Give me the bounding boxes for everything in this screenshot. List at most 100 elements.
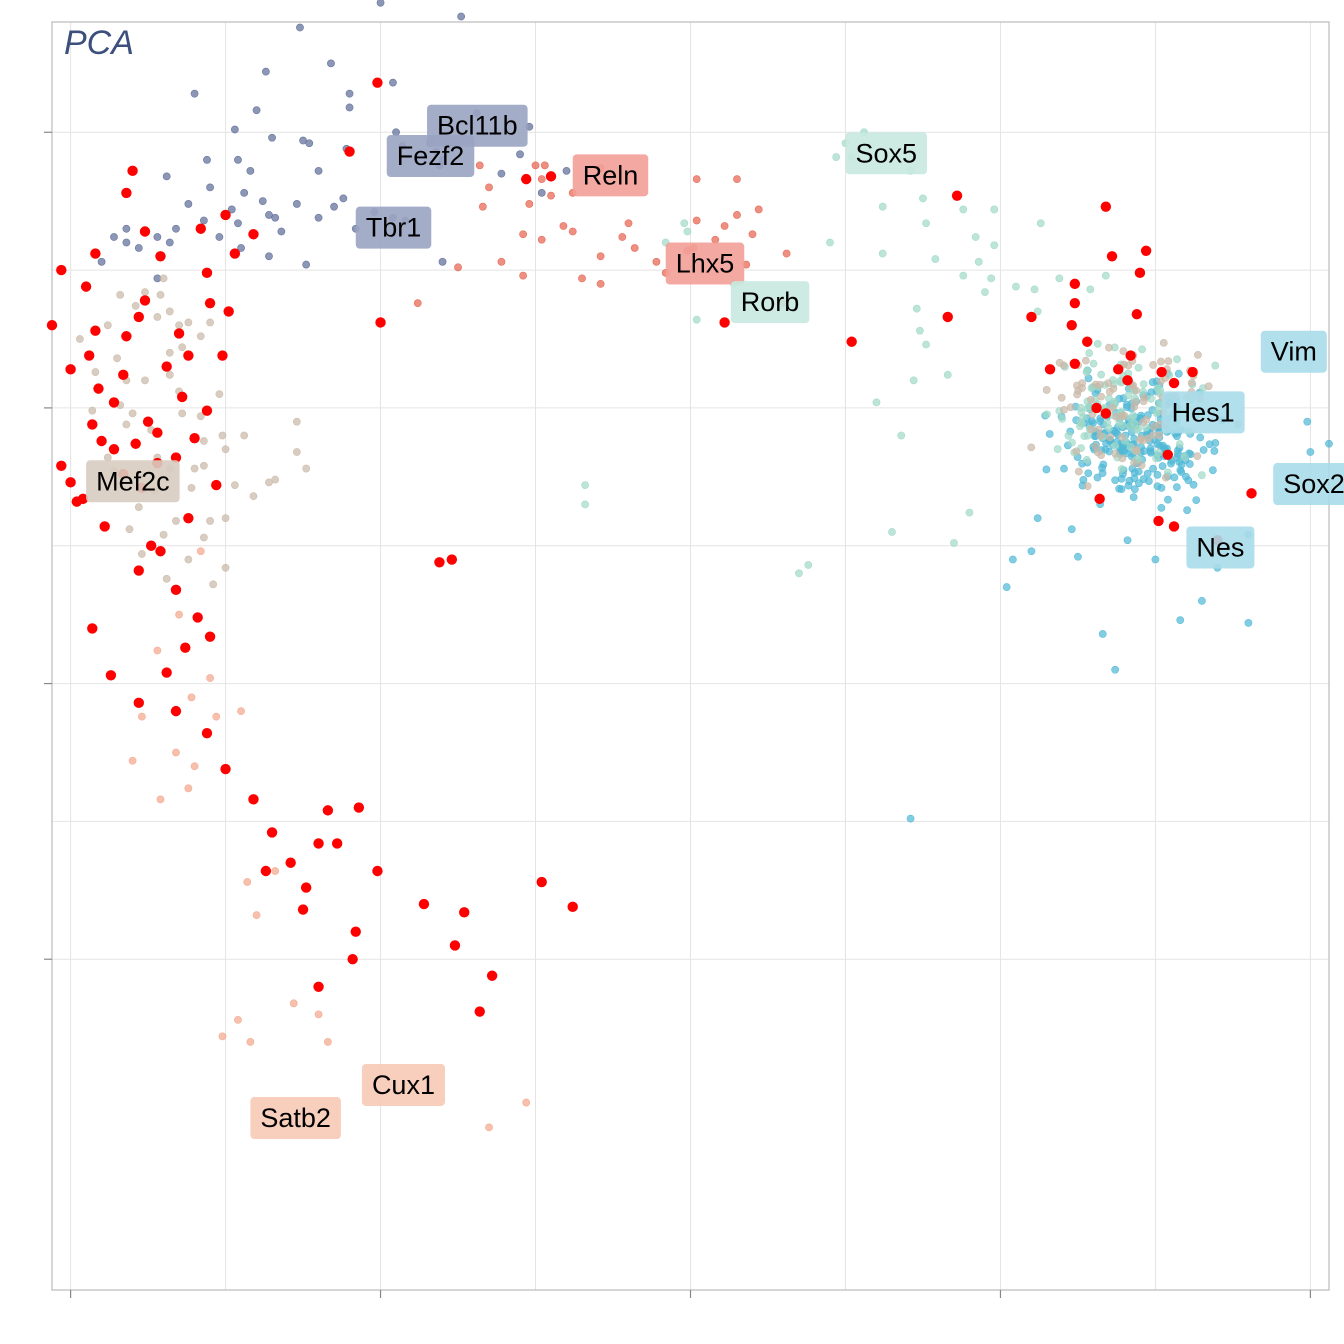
point-tbr1 xyxy=(122,238,131,247)
cluster-point xyxy=(1211,439,1220,447)
point-tbr1 xyxy=(240,189,249,197)
cluster-point xyxy=(1164,357,1173,366)
point-mef2c xyxy=(302,464,311,473)
point-fezf2 xyxy=(299,136,307,145)
cluster-point xyxy=(1130,459,1139,467)
highlight-point xyxy=(1168,377,1180,389)
cluster-point xyxy=(1176,616,1185,625)
highlight-point xyxy=(56,460,67,471)
highlight-point xyxy=(1168,521,1180,532)
highlight-point xyxy=(170,584,182,596)
point-lhx5 xyxy=(733,211,741,219)
cluster-point xyxy=(1042,386,1051,394)
point-lhx5 xyxy=(754,205,763,214)
cluster-point xyxy=(1155,431,1163,440)
point-sox5 xyxy=(931,255,940,263)
point-mef2c xyxy=(218,431,227,440)
point-mef2c xyxy=(292,417,301,426)
highlight-point xyxy=(350,926,361,937)
point-bcl11b xyxy=(327,59,335,68)
point-tbr1 xyxy=(246,166,255,175)
cluster-point xyxy=(1085,349,1094,357)
point-sox5 xyxy=(915,326,924,335)
highlight-point xyxy=(139,226,151,237)
point-mef2c xyxy=(184,555,193,564)
highlight-point xyxy=(180,642,191,653)
cluster-point xyxy=(1164,495,1172,504)
highlight-point xyxy=(449,940,461,951)
point-reln xyxy=(568,227,577,236)
cluster-point xyxy=(1208,466,1217,475)
cluster-point xyxy=(1083,482,1092,491)
highlight-point xyxy=(83,350,95,361)
highlight-point xyxy=(127,165,138,177)
label-satb2: Satb2 xyxy=(250,1097,341,1140)
point-lhx5 xyxy=(711,235,720,244)
cluster-point xyxy=(1124,391,1133,400)
highlight-point xyxy=(266,827,278,838)
highlight-point xyxy=(1069,297,1081,309)
point-cux1 xyxy=(234,1015,242,1024)
point-tbr1 xyxy=(265,252,273,261)
point-mef2c xyxy=(113,354,121,363)
cluster-point xyxy=(1105,343,1113,352)
point-mef2c xyxy=(137,550,146,558)
highlight-point xyxy=(170,705,182,717)
point-reln xyxy=(478,202,487,211)
highlight-point xyxy=(297,904,309,915)
cluster-point xyxy=(1119,347,1128,356)
highlight-point xyxy=(260,865,272,877)
label-box xyxy=(361,1063,445,1106)
point-sox5 xyxy=(832,153,841,161)
cluster-point xyxy=(1117,465,1126,473)
cluster-point xyxy=(1173,450,1182,459)
cluster-point xyxy=(1078,379,1087,388)
point-sox5 xyxy=(919,194,927,203)
highlight-point xyxy=(846,336,857,347)
label-sox5: Sox5 xyxy=(845,132,928,175)
label-text: Lhx5 xyxy=(676,249,735,279)
highlight-point xyxy=(204,297,216,309)
point-mef2c xyxy=(141,288,149,297)
point-mef2c xyxy=(292,448,301,456)
label-cux1: Cux1 xyxy=(361,1063,445,1106)
label-box xyxy=(1161,391,1245,434)
highlight-point xyxy=(87,623,98,634)
highlight-point xyxy=(1140,245,1152,256)
highlight-point xyxy=(155,546,166,557)
point-mef2c xyxy=(75,335,84,343)
cluster-point xyxy=(1172,483,1181,492)
point-sox5 xyxy=(826,238,834,247)
highlight-point xyxy=(1069,358,1081,370)
point-mef2c xyxy=(206,318,214,327)
point-mef2c xyxy=(172,517,180,525)
point-sox5 xyxy=(909,376,918,385)
point-mef2c xyxy=(134,503,143,512)
label-mef2c: Mef2c xyxy=(86,460,180,503)
point-lhx5 xyxy=(652,257,661,266)
label-fezf2: Fezf2 xyxy=(386,135,475,178)
highlight-point xyxy=(183,350,194,361)
cluster-point xyxy=(1111,665,1120,674)
highlight-point xyxy=(161,361,172,372)
highlight-point xyxy=(372,865,383,877)
point-sox5 xyxy=(888,528,896,536)
label-tbr1: Tbr1 xyxy=(355,206,432,249)
point-sox5 xyxy=(1033,307,1042,316)
cluster-point xyxy=(1096,432,1105,440)
point-fezf2 xyxy=(516,150,524,159)
cluster-point xyxy=(1104,379,1113,388)
point-reln xyxy=(413,299,422,308)
point-sox5 xyxy=(971,233,980,241)
point-sox5 xyxy=(878,202,887,211)
point-mef2c xyxy=(196,412,205,421)
point-bcl11b xyxy=(392,128,400,137)
cluster-point xyxy=(1199,446,1208,454)
highlight-point xyxy=(71,496,82,507)
cluster-point xyxy=(1137,461,1146,469)
highlight-point xyxy=(223,306,234,317)
highlight-point xyxy=(96,435,107,447)
highlight-point xyxy=(1134,267,1146,279)
highlight-point xyxy=(1026,311,1037,323)
point-mef2c xyxy=(156,290,165,299)
